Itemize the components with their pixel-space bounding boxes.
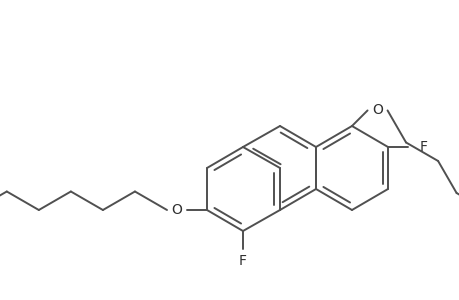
Text: F: F [239,254,246,268]
Text: F: F [419,140,427,154]
Text: O: O [371,103,382,117]
Text: O: O [171,203,182,217]
